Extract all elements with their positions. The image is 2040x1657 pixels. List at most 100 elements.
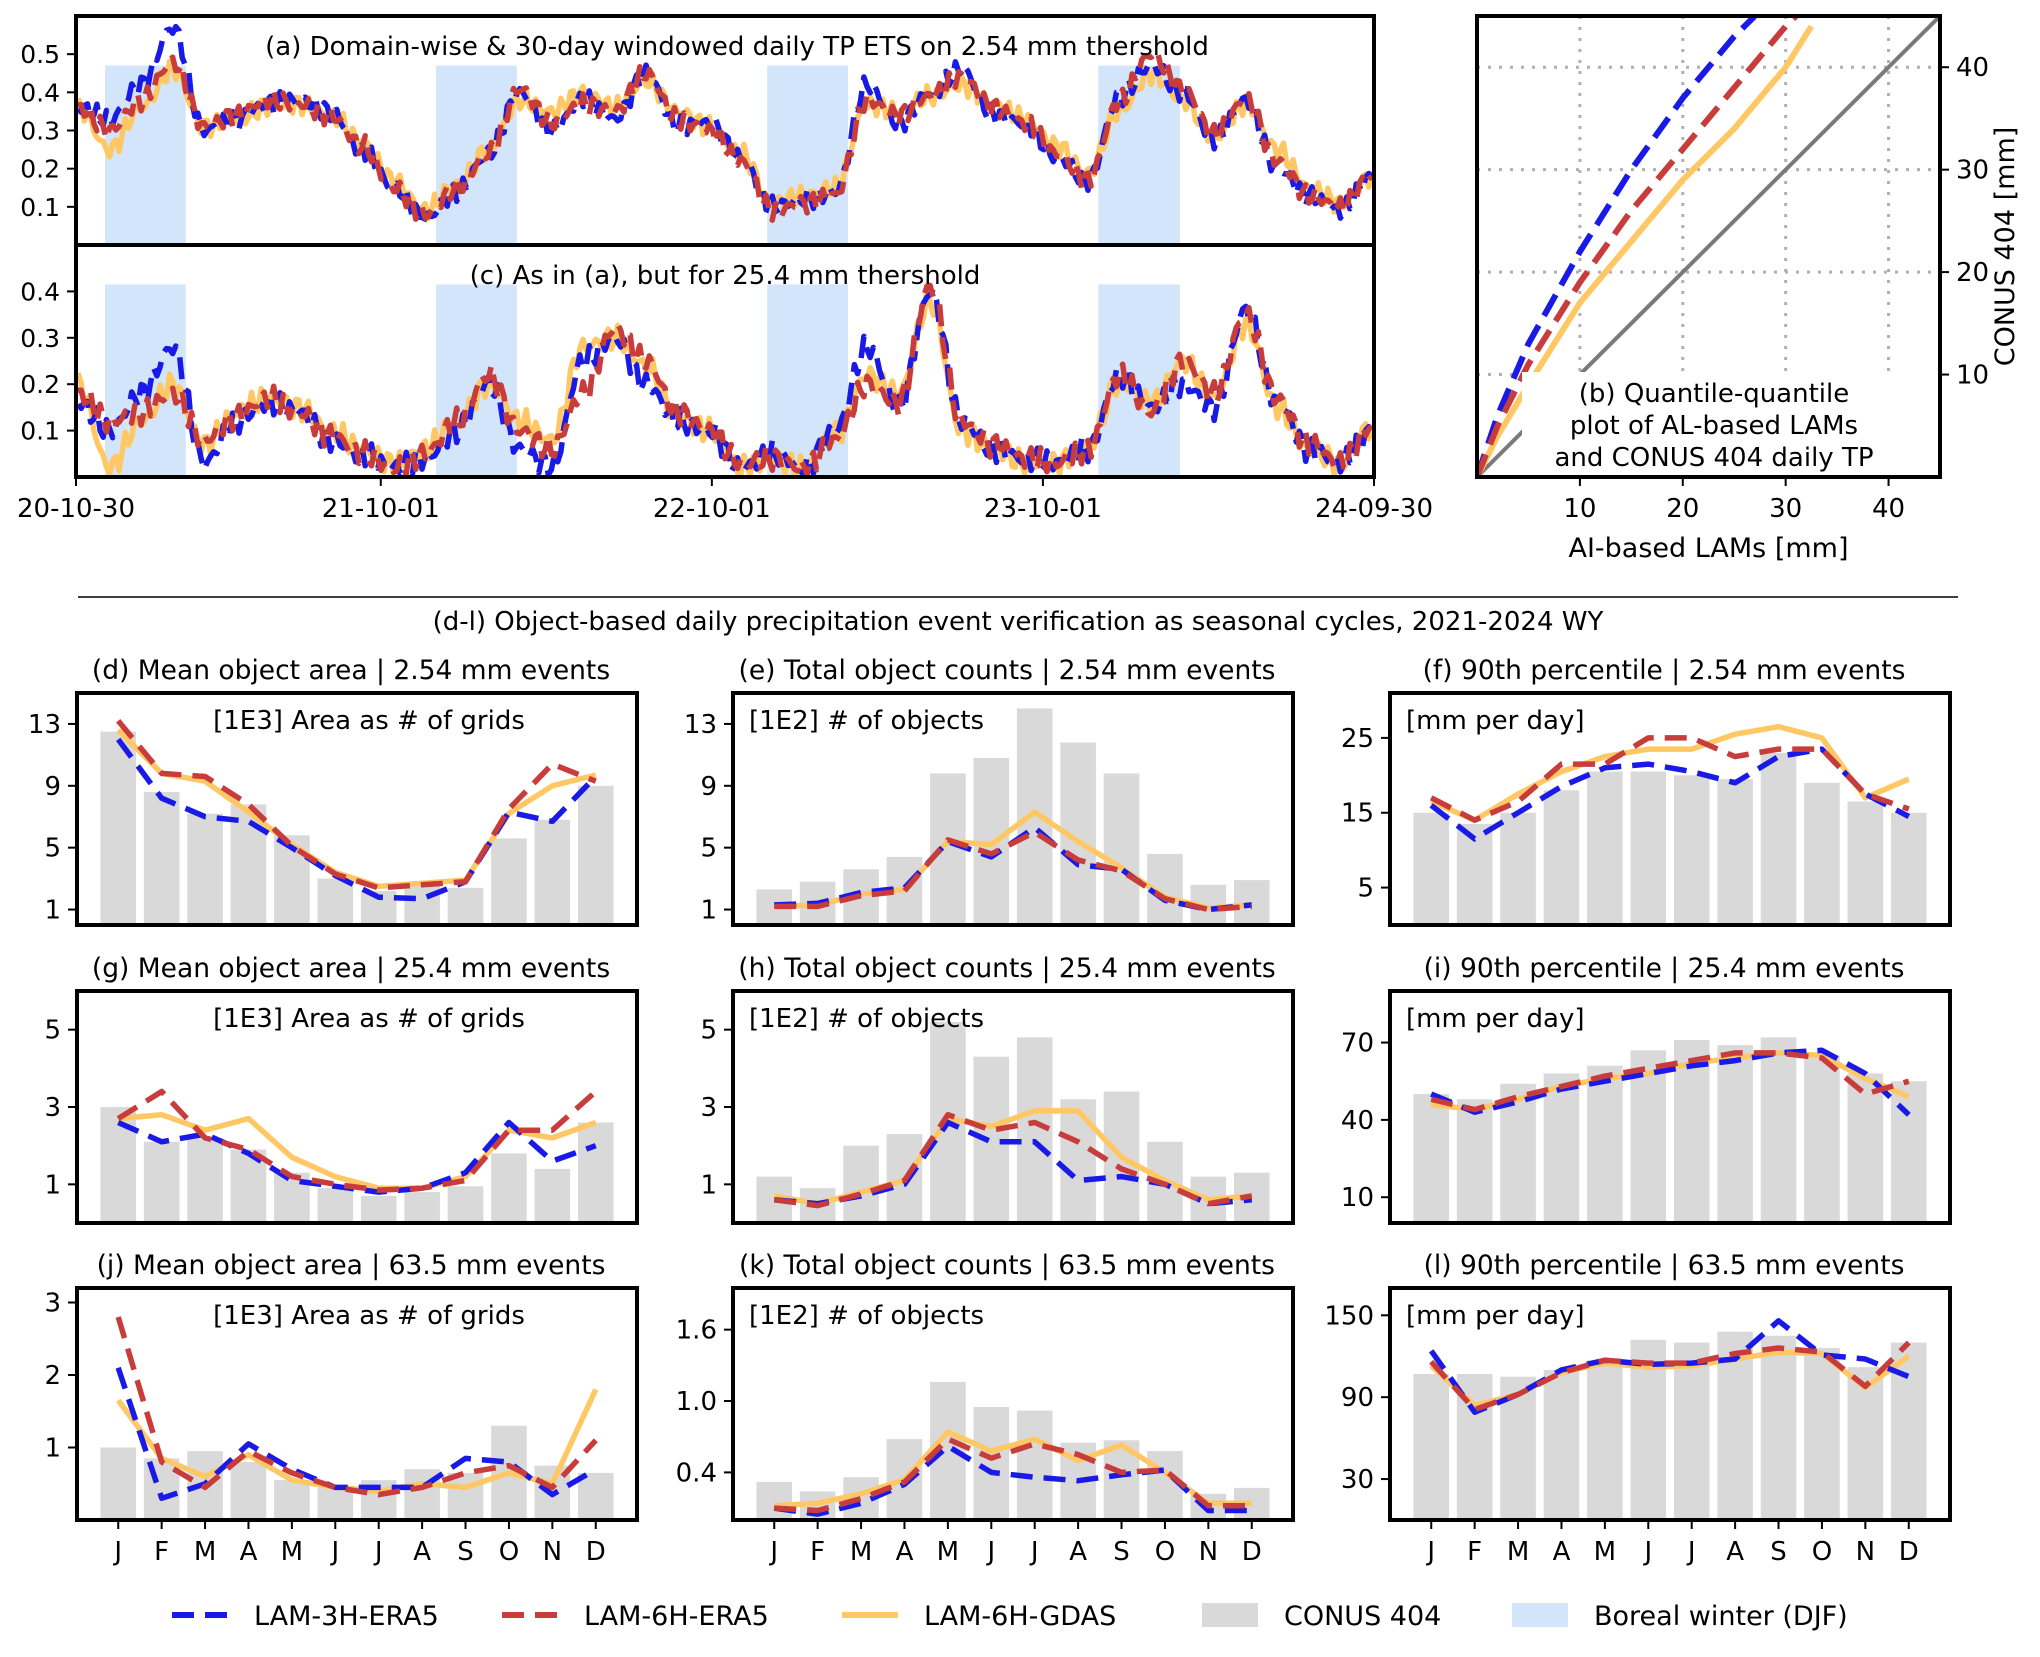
bar-conus404	[1500, 812, 1536, 925]
y-tick-label: 1	[700, 896, 717, 926]
qq-line-lam-6h-era5	[1477, 16, 1799, 477]
y-tick-label: 2	[44, 1361, 61, 1391]
panel-frame	[1388, 989, 1952, 1225]
y-tick-label: 25	[1341, 724, 1374, 754]
panel-a: 0.1 0.2 0.3 0.4 0.5 (a) Domain-wise & 30-day …	[20, 14, 1376, 247]
y-tick-label: 0.4	[20, 277, 60, 306]
x-tick-label: F	[1467, 1537, 1482, 1567]
panel-l: 30 90 150 (l) 90th percentile | 63.5 mm eve…	[1324, 1250, 1952, 1567]
x-tick-label: J	[112, 1537, 122, 1567]
bar-conus404	[1016, 708, 1053, 925]
bar-conus404	[274, 1480, 310, 1520]
x-tick-label: N	[543, 1537, 562, 1567]
x-tick-label: 24-09-30	[1315, 494, 1433, 524]
panel-k: 0.4 1.0 1.6 (k) Total object counts | 63.5 …	[676, 1250, 1295, 1567]
y-tick-label: 90	[1341, 1383, 1374, 1413]
bar-conus404	[1890, 812, 1927, 925]
x-tick-label: M	[1507, 1537, 1529, 1567]
panel-inner-label: [mm per day]	[1406, 706, 1584, 736]
bar-conus404	[1413, 812, 1450, 925]
bar-conus404	[534, 1168, 571, 1223]
bar-conus404	[577, 1472, 614, 1520]
x-axis-label: AI-based LAMs [mm]	[1568, 533, 1848, 564]
y-tick-label: 3	[44, 1289, 61, 1319]
y-tick-label: 0.3	[20, 117, 60, 146]
time-series-panels: 0.1 0.2 0.3 0.4 0.5 (a) Domain-wise & 30-day …	[17, 14, 1433, 524]
y-tick-label: 10	[1341, 1183, 1374, 1213]
x-tick-label: 23-10-01	[984, 494, 1102, 524]
bar-conus404	[1673, 775, 1710, 925]
series-line-lam-6h-era5	[774, 1436, 1252, 1514]
bar-conus404	[447, 1186, 484, 1223]
qq-title-bg	[1522, 372, 1932, 472]
y-tick-label: 13	[684, 710, 717, 740]
legend-label: LAM-3H-ERA5	[254, 1601, 439, 1632]
bar-conus404	[756, 1481, 793, 1520]
x-tick-label: A	[896, 1537, 914, 1567]
panel-frame	[75, 691, 639, 927]
y-tick-label: 10	[1956, 361, 1989, 391]
x-tick-label: J	[768, 1537, 778, 1567]
x-tick-label: N	[1199, 1537, 1218, 1567]
y-tick-label: 3	[700, 1093, 717, 1123]
bar-conus404	[1413, 1094, 1450, 1223]
panel-inner-label: [1E2] # of objects	[749, 706, 984, 736]
bar-conus404	[1233, 880, 1270, 925]
y-tick-label: 1	[44, 1434, 61, 1464]
bar-conus404	[534, 819, 571, 925]
x-tick-label: M	[281, 1537, 303, 1567]
series-line-lam-3h-era5	[115, 737, 598, 902]
y-tick-label: 40	[1956, 53, 1989, 83]
x-tick-label: 30	[1769, 494, 1802, 524]
series-line-lam-6h-era5	[773, 1111, 1253, 1209]
y-tick-label: 150	[1324, 1301, 1374, 1331]
djf-shade	[105, 65, 186, 245]
x-tick-label: A	[240, 1537, 258, 1567]
series-line-lam-3h-era5	[1430, 1047, 1911, 1117]
bar-conus404	[1630, 1050, 1667, 1223]
x-tick-label: 21-10-01	[322, 494, 440, 524]
panel-title: (e) Total object counts | 2.54 mm events	[739, 655, 1276, 686]
y-tick-label: 40	[1341, 1106, 1374, 1136]
bar-conus404	[1673, 1039, 1710, 1223]
qq-title-line: and CONUS 404 daily TP	[1554, 443, 1873, 473]
panel-title: (g) Mean object area | 25.4 mm events	[92, 953, 610, 984]
bar-conus404	[1413, 1373, 1450, 1520]
bar-conus404	[930, 773, 966, 925]
x-tick-label: J	[985, 1537, 995, 1567]
panel-frame	[1388, 1286, 1952, 1522]
series-line-lam-6h-era5	[1429, 735, 1910, 823]
bar-conus404	[1760, 1335, 1797, 1520]
bar-conus404	[1804, 1348, 1840, 1520]
legend-label: CONUS 404	[1284, 1601, 1441, 1632]
x-tick-label: M	[937, 1537, 959, 1567]
panel-inner-label: [1E3] Area as # of grids	[213, 1004, 525, 1034]
djf-shade	[767, 284, 848, 477]
y-tick-label: 5	[700, 834, 717, 864]
bar-conus404	[317, 1487, 354, 1520]
panel-frame	[75, 1286, 639, 1522]
panel-title: (f) 90th percentile | 2.54 mm events	[1423, 655, 1906, 686]
bar-conus404	[1890, 1081, 1927, 1223]
legend-swatch	[1202, 1603, 1258, 1627]
y-tick-label: 5	[44, 1016, 61, 1046]
x-tick-label: D	[1899, 1537, 1919, 1567]
series-line-lam-6h-era5	[1430, 1050, 1910, 1113]
y-tick-label: 5	[44, 834, 61, 864]
x-tick-label: J	[1425, 1537, 1435, 1567]
bar-conus404	[843, 1145, 879, 1223]
bar-conus404	[187, 813, 223, 925]
y-tick-label: 13	[28, 710, 61, 740]
bar-conus404	[404, 884, 440, 925]
bar-conus404	[1804, 1055, 1840, 1223]
y-tick-label: 0.4	[20, 78, 60, 107]
x-tick-label: 10	[1563, 494, 1596, 524]
panel-d: 1 5 9 13 (d) Mean object area | 2.54 mm even…	[28, 655, 639, 927]
x-tick-label: M	[1594, 1537, 1616, 1567]
y-tick-label: 15	[1341, 799, 1374, 829]
x-tick-label: M	[194, 1537, 216, 1567]
panel-frame	[1388, 691, 1952, 927]
x-tick-label: 40	[1872, 494, 1905, 524]
panel-title: (j) Mean object area | 63.5 mm events	[97, 1250, 606, 1281]
x-tick-label: O	[1155, 1537, 1175, 1567]
